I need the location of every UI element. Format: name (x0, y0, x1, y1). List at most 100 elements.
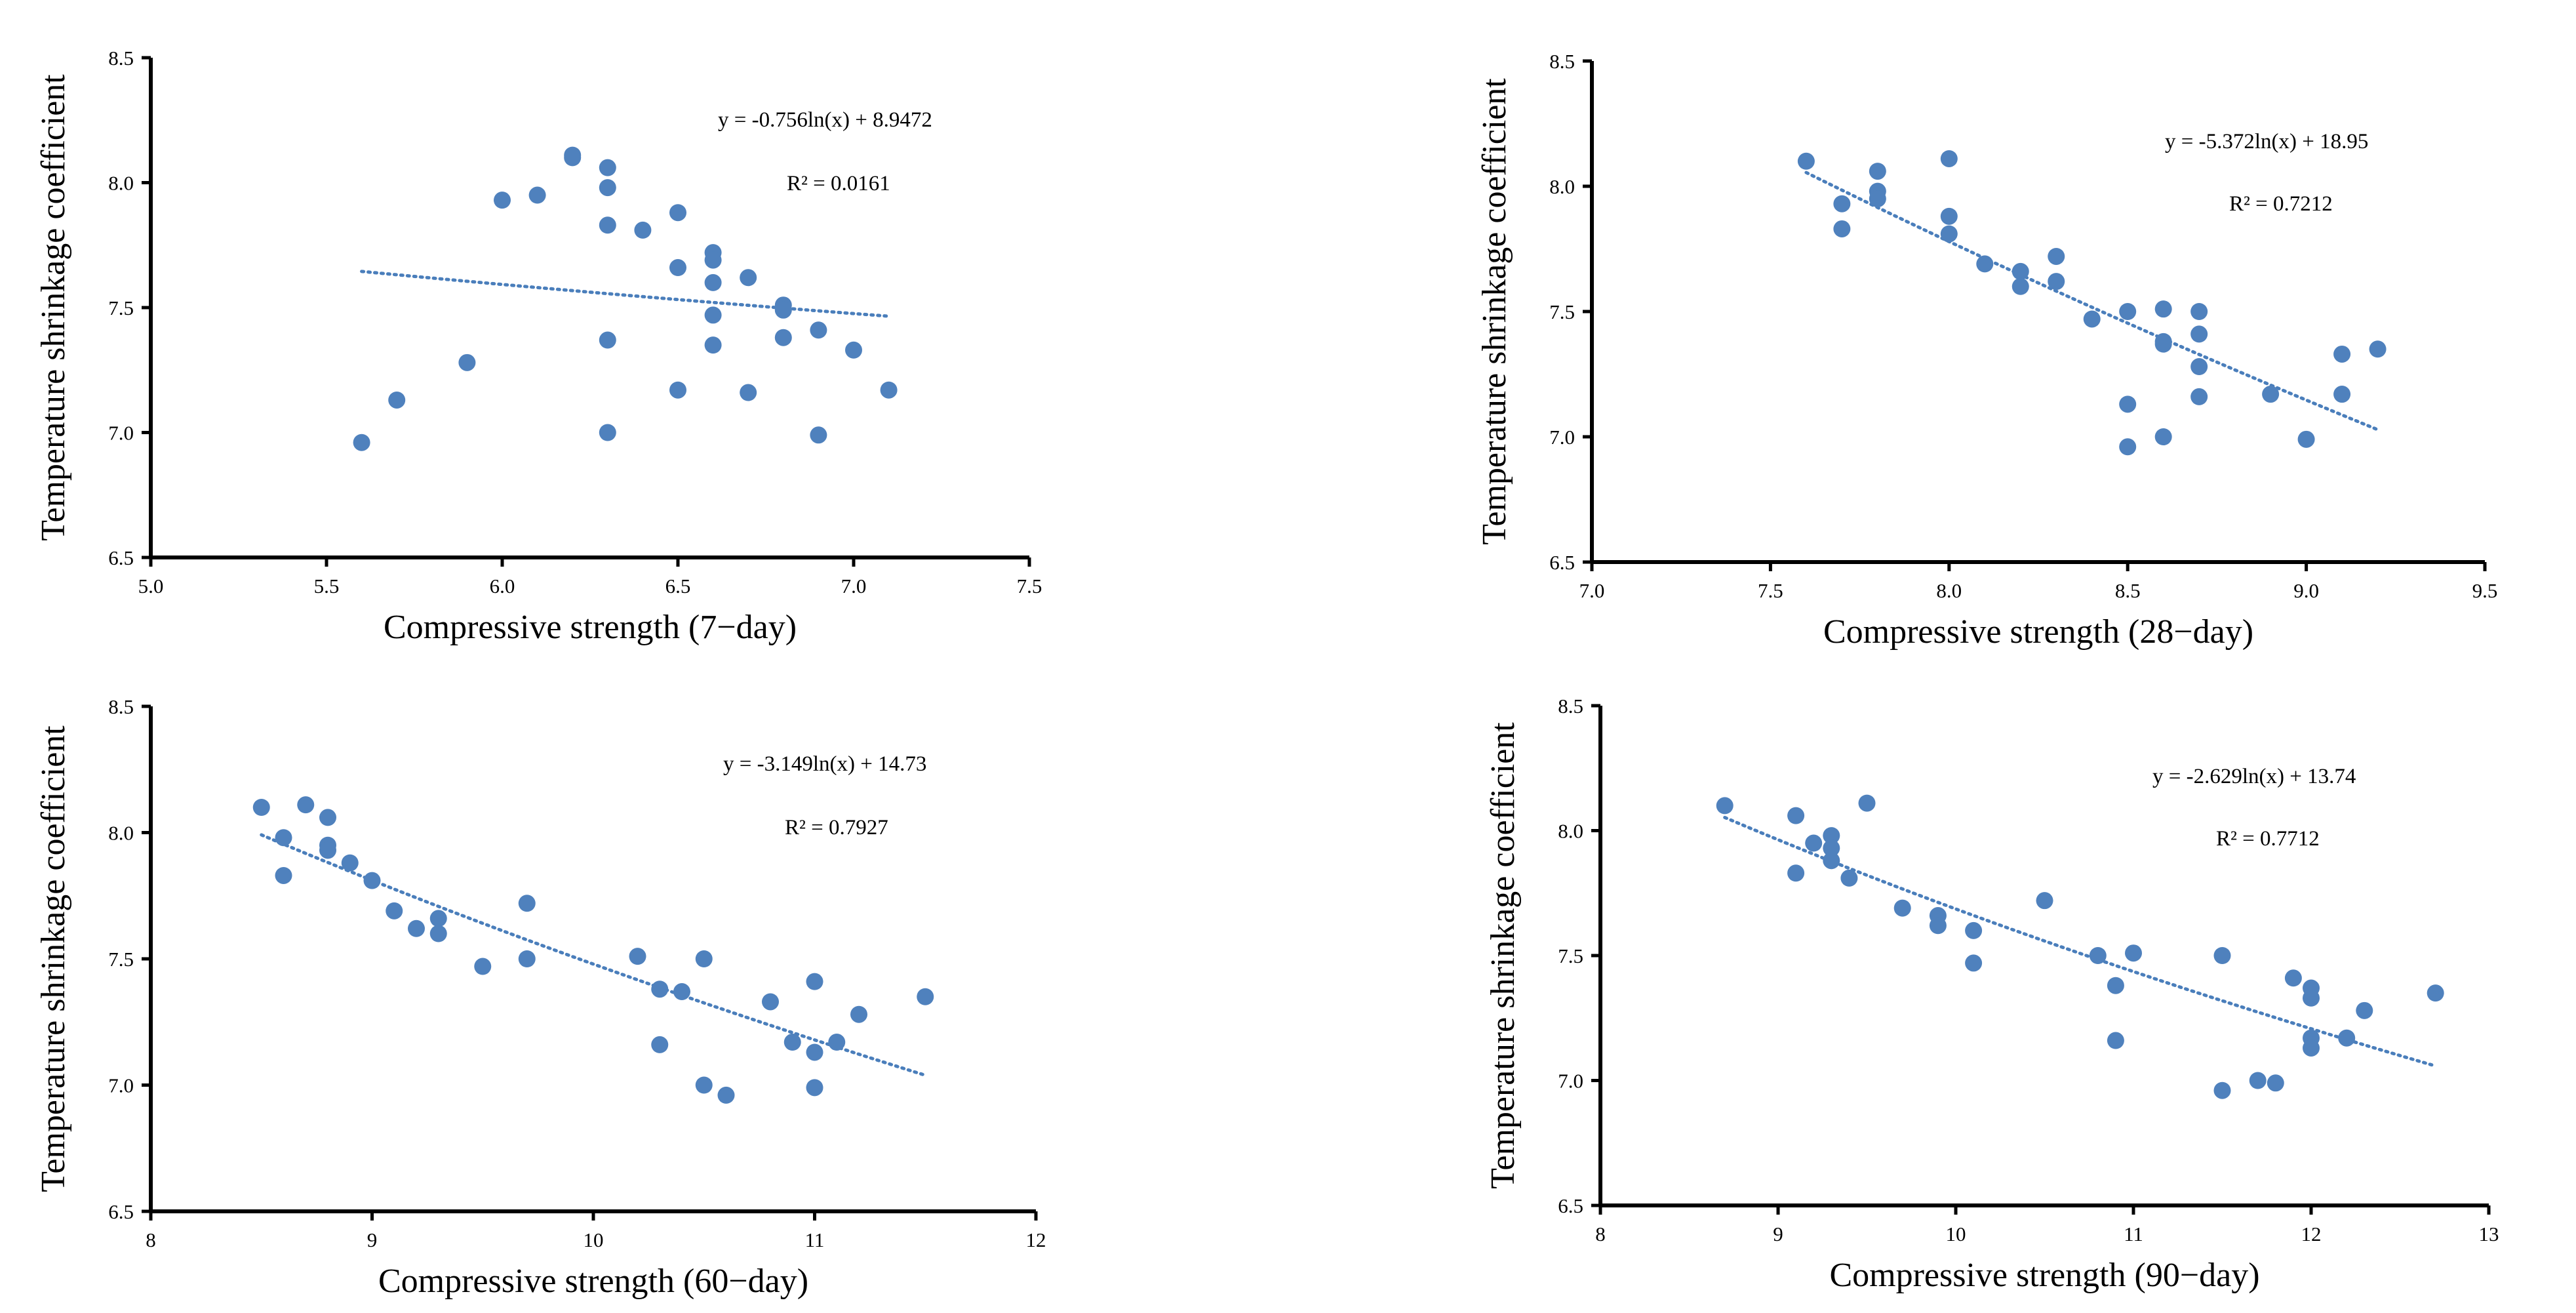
chart-90-day: 8 9 10 11 12 13 6.5 7.0 7.5 8.0 8.5 Compressive str… (1288, 656, 2576, 1313)
y-tick-label: 7.0 (1549, 426, 1575, 449)
data-point (806, 973, 823, 990)
y-tick-label: 8.5 (1558, 695, 1583, 717)
data-point (1940, 225, 1958, 243)
chart-7-day-plot: 5.0 5.5 6.0 6.5 7.0 7.5 6.5 7.0 7.5 8.0 8.5 Compres… (35, 47, 1042, 646)
data-point (2107, 1032, 2124, 1049)
data-point (1805, 834, 1823, 852)
trendline-equation: y = -3.149ln(x) + 14.73 (723, 752, 926, 776)
data-point (1965, 921, 1983, 939)
r-squared-label: R² = 0.7927 (785, 816, 888, 839)
data-point (774, 329, 792, 346)
data-point (1787, 807, 1805, 824)
y-tick-label: 8.0 (108, 822, 134, 845)
data-point (2338, 1029, 2356, 1047)
data-point (669, 381, 686, 399)
y-tick-label: 6.5 (108, 546, 134, 569)
y-axis-title: Temperature shrinkage coefficient (35, 74, 72, 541)
x-tick-label: 11 (805, 1228, 825, 1251)
data-point (740, 384, 757, 401)
trendline (360, 270, 891, 318)
data-point (2333, 345, 2351, 363)
x-tick-label: 8.0 (1936, 579, 1962, 602)
r-squared-label: R² = 0.0161 (787, 172, 890, 195)
r-squared-label: R² = 0.7712 (2216, 827, 2320, 851)
data-point (1965, 954, 1983, 972)
data-point (1940, 150, 1958, 167)
data-point (845, 341, 862, 359)
x-tick-label: 9.0 (2293, 579, 2319, 602)
y-tick-label: 7.0 (108, 1074, 134, 1097)
x-tick-label: 13 (2479, 1222, 2499, 1245)
chart-28-day: 7.0 7.5 8.0 8.5 9.0 9.5 6.5 7.0 7.5 8.0 8.5 Compres… (1288, 0, 2576, 656)
data-point (806, 1043, 823, 1061)
y-axis-title: Temperature shrinkage coefficient (1484, 722, 1522, 1189)
data-point (2369, 340, 2387, 358)
chart-60-day-plot: 8 9 10 11 12 6.5 7.0 7.5 8.0 8.5 Compressive stren… (35, 695, 1046, 1300)
x-tick-label: 10 (584, 1228, 604, 1251)
x-tick-label: 11 (2124, 1222, 2143, 1245)
x-axis-title: Compressive strength (28−day) (1823, 613, 2253, 651)
x-axis-title: Compressive strength (90−day) (1829, 1257, 2259, 1294)
data-point (2190, 358, 2208, 376)
data-point (2154, 300, 2172, 318)
chart-90-day-plot: 8 9 10 11 12 13 6.5 7.0 7.5 8.0 8.5 Compressive str… (1484, 695, 2499, 1294)
x-axis-title: Compressive strength (60−day) (378, 1262, 808, 1300)
data-point (599, 424, 616, 441)
data-point (353, 434, 370, 451)
r-squared-label: R² = 0.7212 (2229, 192, 2333, 216)
data-point (740, 269, 757, 287)
data-point (1833, 220, 1851, 237)
data-point (599, 216, 616, 234)
data-point (1823, 839, 1840, 857)
data-point (1797, 152, 1815, 170)
x-tick-label: 12 (1026, 1228, 1046, 1251)
data-point (2213, 947, 2231, 964)
data-point (2333, 386, 2351, 403)
data-point (704, 273, 722, 291)
data-point (774, 301, 792, 319)
data-point (1869, 163, 1886, 180)
trendline (260, 833, 927, 1077)
data-point (1833, 195, 1851, 212)
data-point (2048, 273, 2065, 291)
data-point (2154, 428, 2172, 445)
data-point (1893, 899, 1911, 917)
x-tick-label: 7.0 (841, 575, 867, 597)
y-tick-label: 8.0 (1549, 175, 1575, 198)
trendline (1723, 815, 2438, 1068)
y-tick-label: 6.5 (1558, 1194, 1583, 1217)
y-tick-label: 8.5 (108, 47, 134, 70)
data-point (669, 259, 686, 277)
data-point (2284, 969, 2302, 987)
data-point (1840, 869, 1858, 887)
x-tick-label: 7.5 (1758, 579, 1783, 602)
data-point (599, 159, 616, 176)
data-point (2119, 438, 2137, 456)
y-tick-label: 7.5 (1558, 944, 1583, 967)
data-point (1823, 852, 1840, 870)
data-point (363, 872, 381, 889)
x-tick-label: 6.5 (665, 575, 691, 597)
data-point (810, 426, 827, 444)
trendline (1804, 171, 2380, 432)
x-tick-label: 12 (2301, 1222, 2322, 1245)
data-point (1976, 255, 1994, 273)
data-point (2048, 247, 2065, 265)
trendline-equation: y = -5.372ln(x) + 18.95 (2165, 130, 2368, 153)
x-tick-label: 6.0 (490, 575, 515, 597)
data-point (474, 958, 492, 975)
data-point (319, 841, 336, 859)
y-tick-label: 8.0 (1558, 820, 1583, 843)
chart-60-day: 8 9 10 11 12 6.5 7.0 7.5 8.0 8.5 Compressive stren… (0, 656, 1288, 1313)
data-point (704, 336, 722, 354)
data-point (518, 895, 536, 912)
chart-7-day: 5.0 5.5 6.0 6.5 7.0 7.5 6.5 7.0 7.5 8.0 8.5 Compres… (0, 0, 1288, 656)
trendline-equation: y = -0.756ln(x) + 8.9472 (718, 108, 932, 132)
y-tick-label: 7.5 (1549, 300, 1575, 323)
data-point (1716, 797, 1734, 815)
y-axis-title: Temperature shrinkage coefficient (1476, 78, 1513, 545)
data-point (2190, 325, 2208, 343)
x-tick-label: 9 (1773, 1222, 1783, 1245)
chart-28-day-plot: 7.0 7.5 8.0 8.5 9.0 9.56.57.07.58.08.5Compres… (1476, 50, 2497, 651)
data-point (762, 993, 779, 1011)
